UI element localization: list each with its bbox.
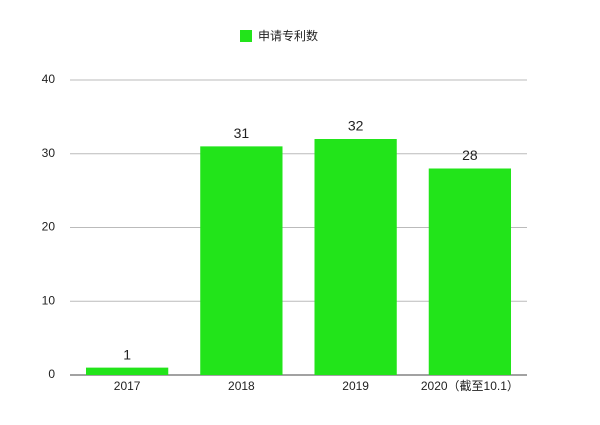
x-tick-label: 2017 bbox=[114, 379, 141, 393]
y-tick-label: 30 bbox=[42, 146, 56, 160]
bar bbox=[85, 367, 169, 375]
x-tick-label: 2020（截至10.1） bbox=[421, 379, 519, 393]
value-label: 28 bbox=[462, 147, 478, 163]
bar bbox=[200, 146, 283, 375]
y-tick-label: 0 bbox=[48, 367, 55, 381]
bar bbox=[428, 168, 512, 375]
value-label: 31 bbox=[234, 125, 250, 141]
y-tick-label: 40 bbox=[42, 72, 56, 86]
value-label: 32 bbox=[348, 118, 364, 134]
legend-label: 申请专利数 bbox=[258, 28, 318, 43]
x-tick-label: 2019 bbox=[342, 379, 369, 393]
x-tick-label: 2018 bbox=[228, 379, 255, 393]
y-tick-label: 10 bbox=[42, 293, 56, 307]
legend-swatch bbox=[240, 30, 252, 42]
y-tick-label: 20 bbox=[42, 220, 56, 234]
value-label: 1 bbox=[123, 346, 131, 362]
bar bbox=[314, 139, 397, 375]
